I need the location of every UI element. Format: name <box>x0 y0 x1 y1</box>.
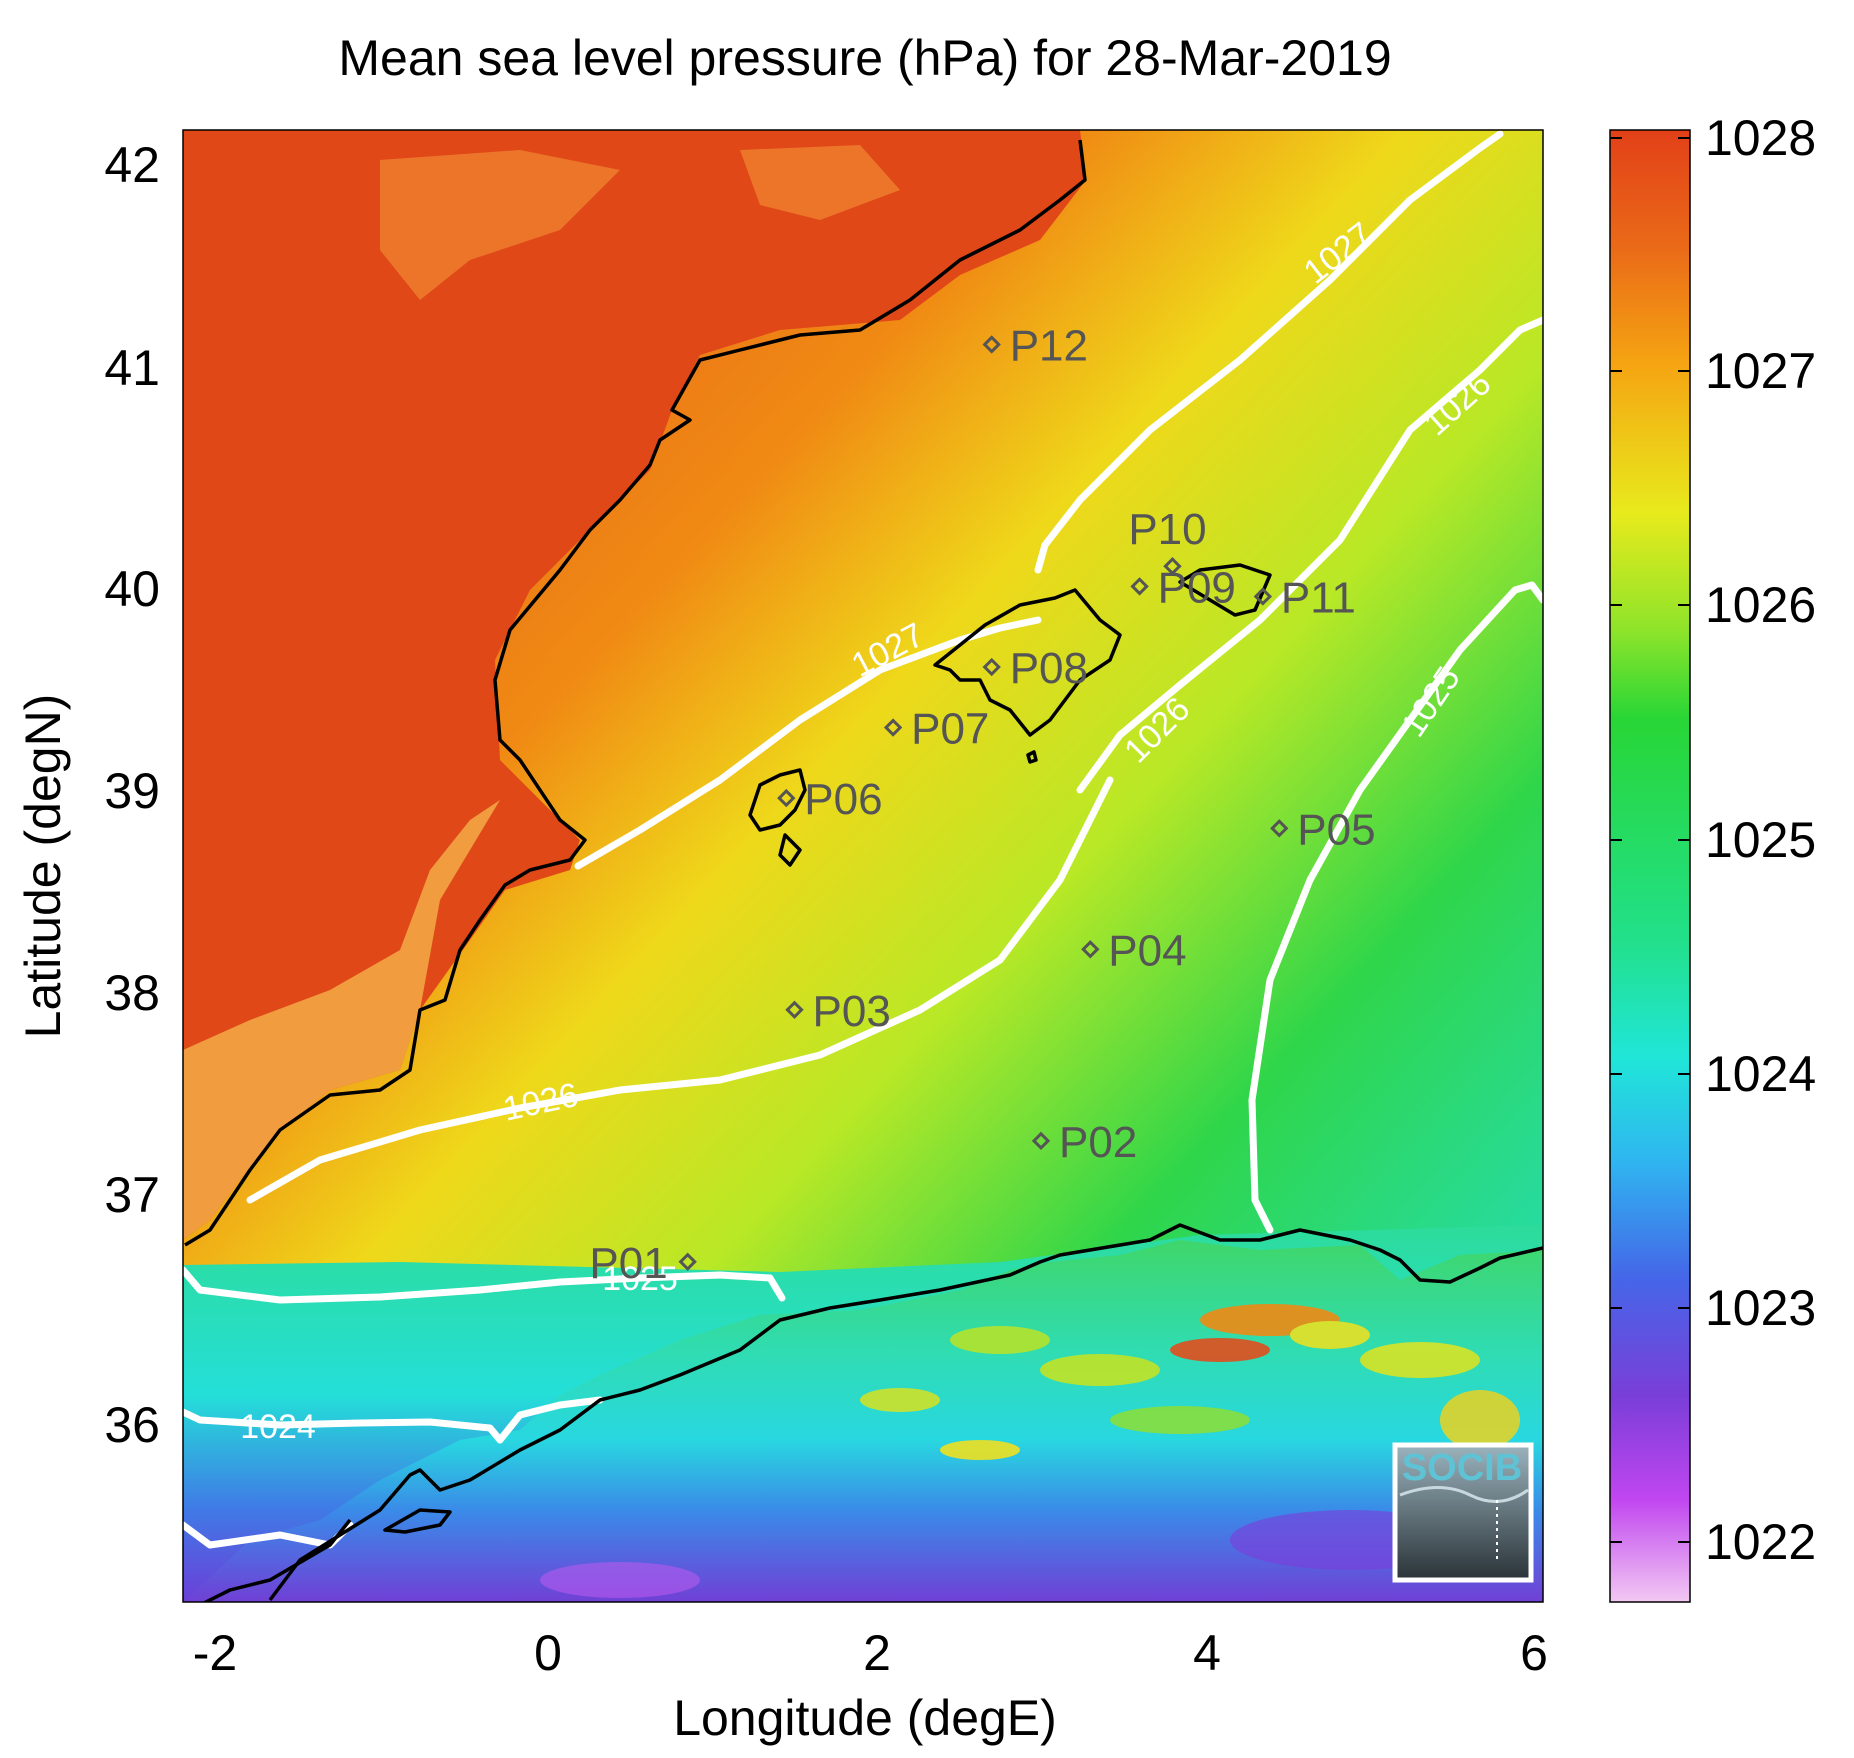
socib-logo-text: SOCIB <box>1402 1447 1522 1489</box>
colorbar-tick-label: 1023 <box>1705 1280 1816 1336</box>
plot-frame <box>182 129 1544 1603</box>
station-marker <box>1253 587 1273 606</box>
x-tick-label: 4 <box>1193 1625 1221 1681</box>
colorbar-gradient <box>1609 129 1691 1603</box>
isobar-contours <box>183 130 1543 1549</box>
colorbar-tick-marks <box>1610 137 1690 1543</box>
isobar-1024 <box>183 1396 604 1444</box>
station-marker <box>1163 557 1182 576</box>
station-label: P11 <box>1281 573 1356 622</box>
station-label: P06 <box>804 775 882 824</box>
coastlines <box>184 139 1543 1602</box>
contour-label-1025-south: 1025 <box>602 1260 678 1298</box>
africa-coastline <box>268 1223 1543 1602</box>
isobar-1026-lower <box>246 776 1114 1204</box>
station-marker <box>883 718 903 737</box>
socib-logo: SOCIB <box>1392 1442 1534 1583</box>
ibiza-coastline <box>748 768 807 867</box>
iberia-coastline <box>184 139 1087 1247</box>
station-marker <box>678 1252 697 1271</box>
y-tick-label: 37 <box>104 1167 160 1223</box>
station-marker <box>1270 819 1289 838</box>
y-tick-label: 39 <box>104 763 160 819</box>
station-marker <box>777 788 796 808</box>
colorbar-tick-label: 1025 <box>1705 812 1816 868</box>
alboran-coastline <box>202 1518 352 1602</box>
iberia-highland-patches <box>380 145 900 300</box>
y-tick-label: 42 <box>104 137 160 193</box>
y-tick-label: 38 <box>104 965 160 1021</box>
y-tick-label: 36 <box>104 1397 160 1453</box>
isobar-1026-upper <box>1076 316 1543 794</box>
station-marker <box>982 335 1001 354</box>
station-label: P12 <box>1010 321 1088 370</box>
isobar-1027-west <box>574 616 1042 870</box>
colorbar-tick-label: 1024 <box>1705 1046 1816 1102</box>
contour-label-1024: 1024 <box>240 1408 316 1446</box>
x-tick-label: -2 <box>193 1625 237 1681</box>
station-label: P08 <box>1010 644 1088 693</box>
station-marker <box>982 657 1001 677</box>
map-plot-area: 1027 1027 1026 1026 1026 1025 1025 1024 … <box>183 130 1543 1602</box>
colorbar-tick-label: 1027 <box>1705 343 1816 399</box>
isobar-1025-east <box>1248 581 1543 1234</box>
station-marker <box>1031 1131 1051 1151</box>
iberia-coastal-band <box>183 800 500 1240</box>
colorbar: 1028 1027 1026 1025 1024 1023 1022 <box>1609 110 1816 1603</box>
y-axis-ticks: 42 41 40 39 38 37 36 <box>104 137 160 1453</box>
socib-logo-box <box>1392 1442 1534 1583</box>
x-tick-label: 2 <box>863 1625 891 1681</box>
map-title: Mean sea level pressure (hPa) for 28-Mar… <box>338 30 1391 86</box>
menorca-coastline <box>1178 563 1272 617</box>
alboran-island-coastline <box>383 1508 452 1534</box>
cabrera-coastline <box>1026 750 1038 764</box>
station-marker <box>1081 940 1100 959</box>
station-marker <box>1130 577 1149 596</box>
station-label: P01 <box>589 1239 667 1288</box>
x-axis-ticks: -2 0 2 4 6 <box>193 1625 1548 1681</box>
africa-land-field <box>183 1240 1543 1602</box>
colorbar-tick-label: 1028 <box>1705 110 1816 166</box>
x-tick-label: 0 <box>534 1625 562 1681</box>
isobar-1027-north <box>1034 130 1504 574</box>
mallorca-coastline <box>933 588 1122 737</box>
station-label: P07 <box>911 705 989 754</box>
colorbar-tick-label: 1026 <box>1705 577 1816 633</box>
y-tick-label: 41 <box>104 340 160 396</box>
x-axis-label: Longitude (degE) <box>673 1690 1057 1746</box>
isobar-1025-south <box>183 1266 786 1304</box>
station-label: P04 <box>1108 926 1186 975</box>
station-marker <box>785 1000 804 1019</box>
station-label: P02 <box>1059 1118 1137 1167</box>
station-label: P10 <box>1128 505 1206 554</box>
socib-logo-wave <box>1399 1486 1529 1503</box>
y-axis-label: Latitude (degN) <box>15 694 71 1039</box>
x-tick-label: 6 <box>1520 1625 1548 1681</box>
y-tick-label: 40 <box>104 561 160 617</box>
station-label: P05 <box>1297 805 1375 854</box>
station-label: P03 <box>813 987 891 1036</box>
colorbar-tick-label: 1022 <box>1705 1514 1816 1570</box>
